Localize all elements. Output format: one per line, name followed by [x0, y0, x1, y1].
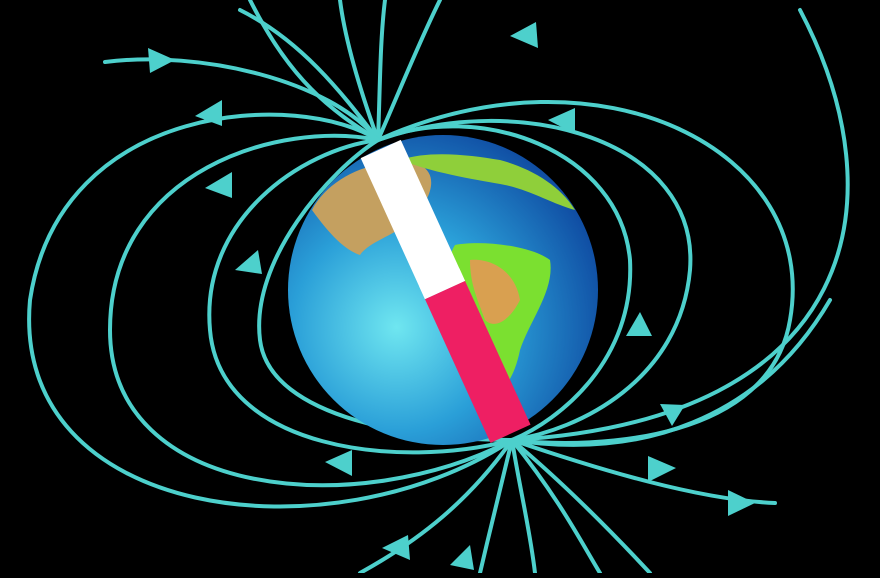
field-line — [376, 0, 442, 142]
field-line — [338, 0, 380, 142]
continent-south-america-highland — [470, 259, 520, 324]
field-line — [207, 138, 514, 455]
field-line — [107, 133, 514, 488]
arrowhead — [660, 404, 685, 426]
field-line — [27, 112, 514, 509]
arrowhead — [195, 100, 222, 126]
arrowhead — [548, 108, 575, 134]
field-line — [376, 118, 693, 442]
field-line — [510, 438, 652, 575]
continent-greenland — [400, 154, 575, 210]
field-line — [358, 438, 514, 575]
magnet-north-half — [360, 139, 466, 300]
field-line — [510, 438, 602, 575]
arrowhead — [205, 172, 232, 198]
arrowheads — [148, 22, 755, 570]
field-line — [248, 0, 380, 142]
arrowhead — [728, 490, 755, 516]
field-line — [510, 8, 850, 442]
arrowhead — [148, 48, 175, 73]
field-line — [510, 298, 832, 447]
arrowhead — [235, 250, 262, 274]
arrowhead — [510, 22, 538, 48]
field-line — [376, 0, 387, 142]
arrowhead — [382, 535, 410, 560]
magnet-divider — [419, 268, 466, 300]
bar-magnet — [360, 139, 531, 443]
arrowhead — [450, 545, 474, 570]
arrowhead — [325, 450, 352, 476]
field-line — [103, 57, 380, 142]
arrowhead — [626, 312, 652, 336]
field-line — [376, 124, 633, 442]
magnet-south-half — [424, 280, 531, 443]
field-line — [478, 438, 514, 575]
arrowhead — [648, 456, 676, 482]
field-line — [510, 438, 537, 575]
